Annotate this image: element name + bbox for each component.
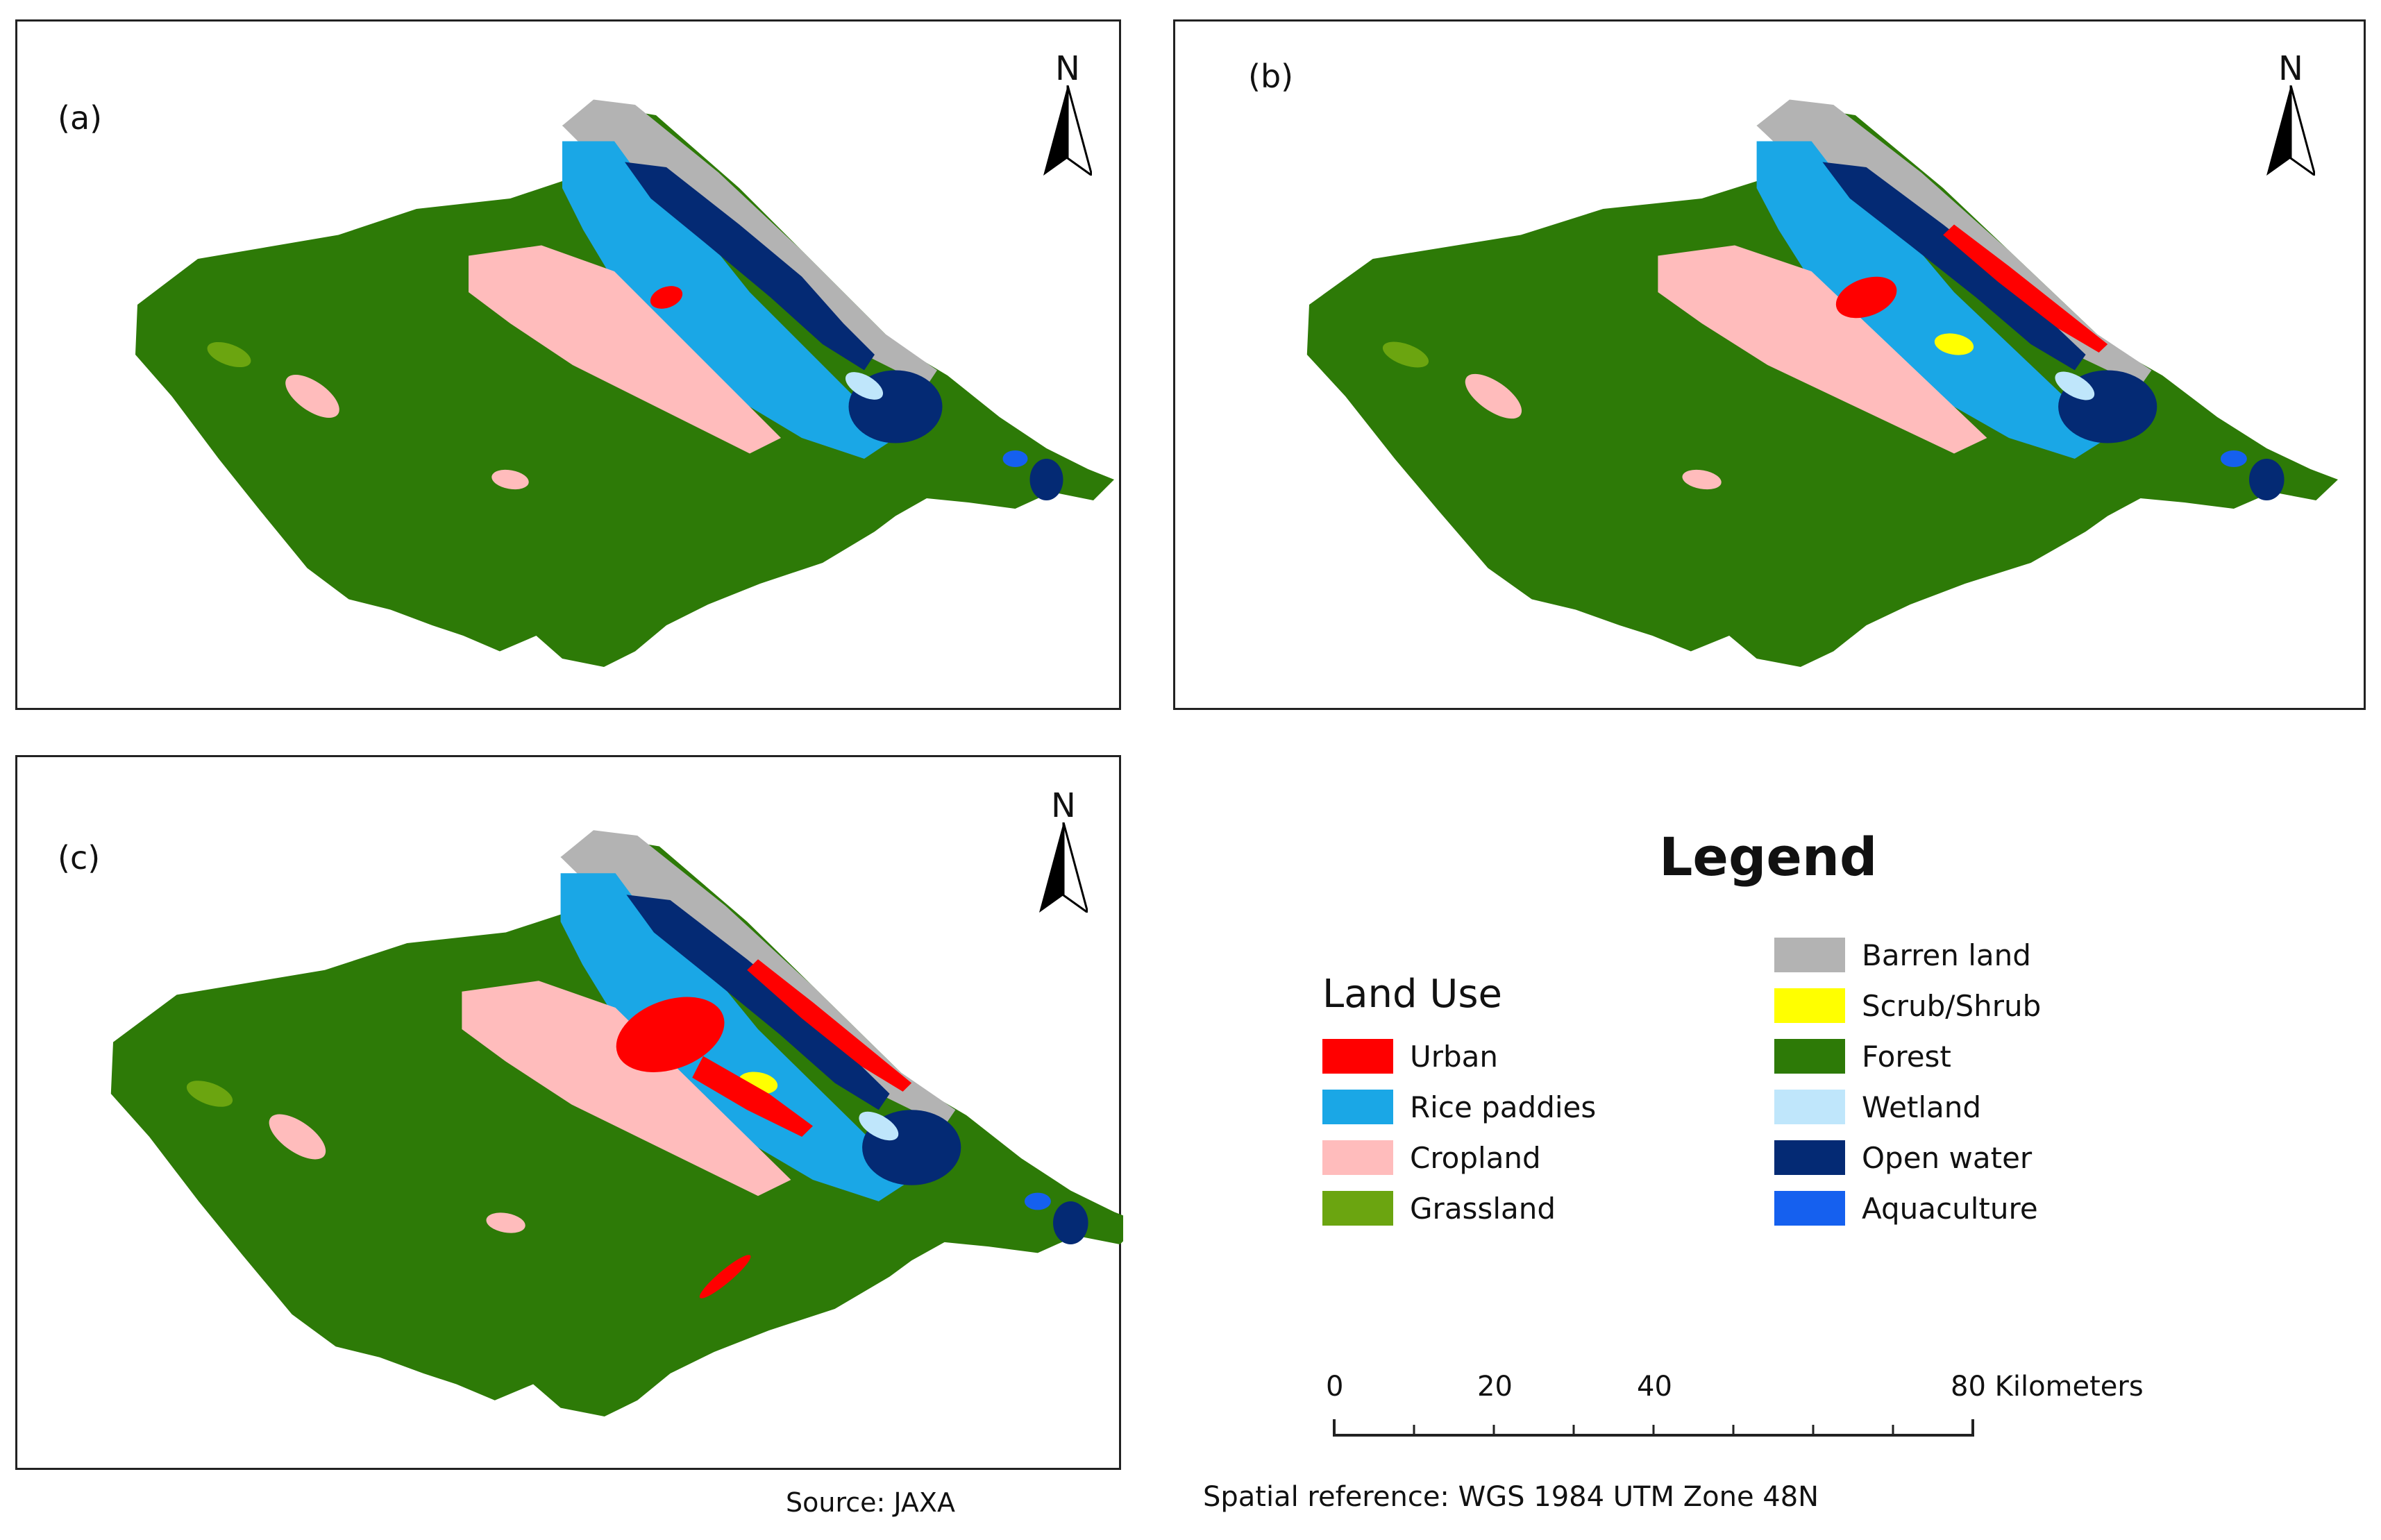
scrub-shrub-area bbox=[1934, 333, 1974, 355]
scale-bar: 0 20 40 80 Kilometers bbox=[1319, 1371, 2221, 1454]
panel-label-c: (c) bbox=[58, 839, 101, 877]
rice-paddies-area bbox=[560, 873, 912, 1201]
cropland-patch bbox=[285, 374, 339, 418]
cropland-area bbox=[469, 245, 781, 454]
cropland-patch bbox=[1682, 469, 1722, 490]
wetland-area bbox=[845, 372, 884, 400]
wetland-area bbox=[859, 1111, 899, 1141]
aquaculture-area bbox=[1024, 1192, 1051, 1210]
north-arrow-c: N bbox=[1032, 786, 1095, 918]
legend-swatch bbox=[1774, 1191, 1845, 1226]
urban-area bbox=[699, 1255, 751, 1298]
grassland-patch bbox=[186, 1081, 233, 1107]
scale-bar-graphic bbox=[1333, 1419, 1974, 1437]
legend-label: Rice paddies bbox=[1410, 1090, 1597, 1124]
lagoon-water bbox=[1822, 162, 2086, 371]
urban-area bbox=[1835, 276, 1897, 319]
legend-swatch bbox=[1774, 988, 1845, 1023]
map-panel-b: (b) N bbox=[1173, 19, 2366, 710]
legend-item-cropland: Cropland bbox=[1322, 1140, 1541, 1176]
legend-swatch bbox=[1322, 1090, 1393, 1124]
legend-title: Legend bbox=[1659, 826, 1878, 888]
lagoon-water bbox=[2249, 459, 2285, 500]
north-arrow-icon bbox=[1043, 85, 1092, 176]
lagoon-water bbox=[1053, 1201, 1088, 1244]
urban-area bbox=[650, 286, 683, 309]
lagoon-water bbox=[1029, 459, 1063, 500]
aquaculture-area bbox=[1002, 450, 1028, 467]
legend-swatch bbox=[1322, 1191, 1393, 1226]
legend-group-title: Land Use bbox=[1322, 972, 1502, 1017]
legend-label: Scrub/Shrub bbox=[1862, 988, 2042, 1023]
legend-item-open-water: Open water bbox=[1774, 1140, 2032, 1176]
legend-item-wetland: Wetland bbox=[1774, 1089, 1981, 1125]
urban-area bbox=[1943, 224, 2108, 353]
legend-item-barren-land: Barren land bbox=[1774, 937, 2031, 973]
legend-label: Forest bbox=[1862, 1039, 1951, 1074]
legend-swatch bbox=[1774, 938, 1845, 972]
map-a-svg bbox=[135, 99, 1114, 667]
legend-item-urban: Urban bbox=[1322, 1038, 1498, 1074]
map-panel-c: (c) N bbox=[15, 755, 1123, 1470]
scale-tick-label: 0 bbox=[1326, 1371, 1344, 1403]
map-c-svg bbox=[110, 830, 1123, 1416]
legend-item-rice-paddies: Rice paddies bbox=[1322, 1089, 1596, 1125]
cropland-patch bbox=[486, 1212, 525, 1233]
legend-label: Grassland bbox=[1410, 1191, 1556, 1226]
cropland-patch bbox=[1465, 373, 1522, 419]
panel-label-a: (a) bbox=[58, 99, 103, 137]
lagoon-water bbox=[626, 895, 890, 1110]
scale-tick-label: 40 bbox=[1637, 1371, 1672, 1403]
grassland-patch bbox=[207, 341, 251, 368]
scale-tick-label: 80 Kilometers bbox=[1951, 1371, 2144, 1403]
cropland-area bbox=[1658, 245, 1987, 454]
legend-item-grassland: Grassland bbox=[1322, 1190, 1556, 1226]
cropland-area bbox=[462, 981, 791, 1196]
cropland-patch bbox=[269, 1114, 326, 1160]
north-arrow-a: N bbox=[1036, 49, 1099, 181]
north-label: N bbox=[1055, 49, 1080, 88]
cropland-patch bbox=[491, 469, 529, 490]
legend-swatch bbox=[1322, 1140, 1393, 1175]
legend-item-aquaculture: Aquaculture bbox=[1774, 1190, 2038, 1226]
legend-label: Open water bbox=[1862, 1140, 2033, 1175]
lagoon-water bbox=[625, 162, 875, 371]
legend-swatch bbox=[1774, 1039, 1845, 1074]
grassland-patch bbox=[1382, 341, 1429, 368]
north-arrow-icon bbox=[2266, 85, 2315, 176]
spatial-reference-note: Spatial reference: WGS 1984 UTM Zone 48N bbox=[1203, 1481, 1819, 1513]
legend-swatch bbox=[1774, 1090, 1845, 1124]
aquaculture-area bbox=[2220, 450, 2247, 467]
legend-label: Aquaculture bbox=[1862, 1191, 2038, 1226]
urban-area bbox=[747, 959, 912, 1092]
rice-paddies-area bbox=[562, 141, 895, 459]
legend-item-scrub-shrub: Scrub/Shrub bbox=[1774, 988, 2041, 1024]
urban-area bbox=[616, 997, 725, 1072]
wetland-area bbox=[2055, 371, 2095, 400]
map-panel-a: (a) N bbox=[15, 19, 1121, 710]
north-arrow-icon bbox=[1039, 822, 1088, 913]
legend-swatch bbox=[1774, 1140, 1845, 1175]
north-label: N bbox=[1051, 786, 1076, 825]
panel-label-b: (b) bbox=[1248, 58, 1294, 95]
legend-label: Wetland bbox=[1862, 1090, 1982, 1124]
map-b-svg bbox=[1306, 99, 2338, 667]
rice-paddies-area bbox=[1756, 141, 2108, 459]
north-label: N bbox=[2278, 49, 2303, 88]
legend-label: Cropland bbox=[1410, 1140, 1541, 1175]
legend-item-forest: Forest bbox=[1774, 1038, 1951, 1074]
scale-tick-label: 20 bbox=[1477, 1371, 1513, 1403]
legend-label: Urban bbox=[1410, 1039, 1499, 1074]
legend-label: Barren land bbox=[1862, 938, 2031, 972]
legend-swatch bbox=[1322, 1039, 1393, 1074]
source-note: Source: JAXA bbox=[786, 1487, 955, 1518]
urban-area bbox=[692, 1056, 813, 1137]
north-arrow-b: N bbox=[2260, 49, 2322, 181]
